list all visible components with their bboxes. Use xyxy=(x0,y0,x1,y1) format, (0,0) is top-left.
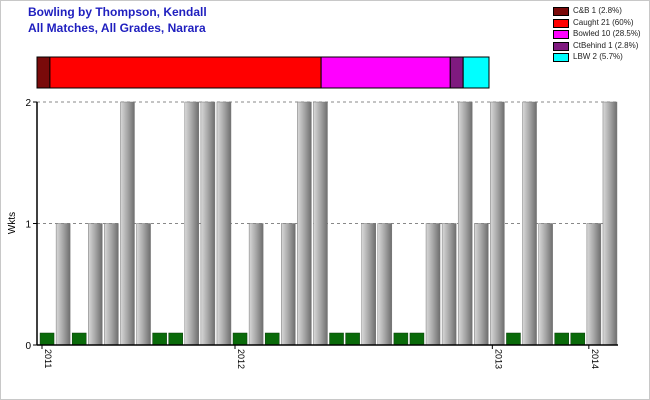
y-axis-label: Wkts xyxy=(7,212,18,234)
axes: 0 1 2 2011 2012 2013 2014 xyxy=(25,98,618,369)
bar-zero xyxy=(393,332,409,346)
bar xyxy=(441,223,457,346)
y-tick-label: 2 xyxy=(25,98,31,109)
bar-zero xyxy=(345,332,360,346)
bar xyxy=(55,223,71,346)
bar xyxy=(281,223,296,346)
bar xyxy=(313,101,328,346)
bar xyxy=(425,223,441,346)
y-tick-label: 1 xyxy=(25,220,31,231)
legend-swatch xyxy=(553,53,569,62)
bar xyxy=(216,101,232,346)
legend-label: Caught 21 (60%) xyxy=(573,17,634,27)
bar-zero xyxy=(329,332,344,346)
legend-label: Bowled 10 (28.5%) xyxy=(573,29,641,38)
stack-segment xyxy=(462,56,490,89)
stack-segment xyxy=(320,56,451,89)
bar xyxy=(136,223,151,346)
bar-zero xyxy=(264,332,280,346)
bar xyxy=(602,101,618,346)
dismissal-stack-bar xyxy=(36,56,490,89)
legend-swatch xyxy=(553,7,569,16)
bar xyxy=(474,223,489,346)
bar-zero xyxy=(39,332,55,346)
x-tick-label: 2013 xyxy=(493,349,503,369)
chart-title: Bowling by Thompson, Kendall xyxy=(28,5,207,19)
bar-zero xyxy=(506,332,521,346)
bar-zero xyxy=(152,332,167,346)
bar xyxy=(377,223,393,346)
x-tick-label: 2011 xyxy=(43,349,53,368)
bars xyxy=(39,101,618,346)
bar xyxy=(248,223,264,346)
legend-label: LBW 2 (5.7%) xyxy=(573,52,623,61)
bar-zero xyxy=(554,332,569,346)
legend-label: C&B 1 (2.8%) xyxy=(573,6,622,15)
bar xyxy=(586,223,602,346)
stack-segment xyxy=(36,56,51,89)
bar xyxy=(522,101,537,346)
bar xyxy=(457,101,473,346)
bar xyxy=(490,101,505,346)
bar xyxy=(200,101,216,346)
bar xyxy=(184,101,200,346)
legend-swatch xyxy=(553,18,569,28)
x-tick-label: 2012 xyxy=(236,349,246,369)
bar xyxy=(120,101,135,346)
bar-zero xyxy=(71,332,87,346)
chart-subtitle: All Matches, All Grades, Narara xyxy=(28,21,206,35)
stack-segment xyxy=(449,56,464,89)
bar xyxy=(538,223,553,346)
bar xyxy=(104,223,119,346)
bar-zero xyxy=(409,332,425,346)
stack-segment xyxy=(49,56,322,89)
y-tick-label: 0 xyxy=(25,341,31,352)
bar xyxy=(297,101,312,346)
bar-zero xyxy=(168,332,183,346)
bar xyxy=(88,223,103,346)
legend-swatch xyxy=(553,41,569,51)
bar xyxy=(361,223,376,346)
legend-swatch xyxy=(553,30,569,39)
legend-label: CtBehind 1 (2.8%) xyxy=(573,40,639,50)
bar-zero xyxy=(232,332,248,346)
x-tick-label: 2014 xyxy=(590,349,600,369)
bar-zero xyxy=(570,332,586,346)
